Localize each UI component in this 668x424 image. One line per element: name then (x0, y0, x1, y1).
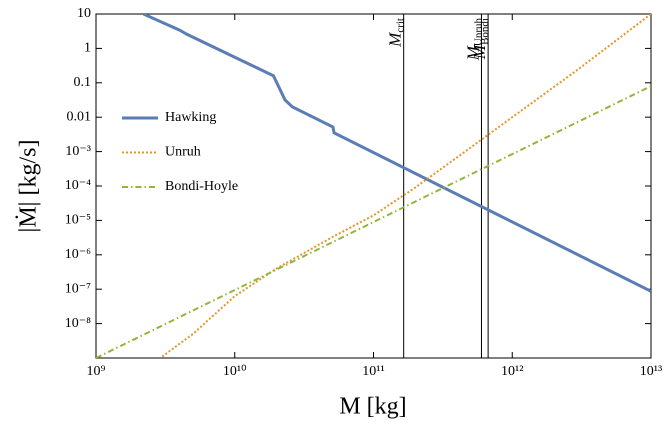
y-tick-label: 10⁻⁷ (65, 281, 91, 296)
legend-label: Hawking (165, 110, 216, 125)
vline-label: Mcrit (386, 18, 407, 48)
x-tick-label: 10¹³ (640, 364, 662, 379)
y-tick-label: 0.1 (74, 75, 92, 90)
vline-label-main: M (386, 32, 405, 48)
vline-label-main: M (470, 44, 489, 60)
x-tick-label: 10¹² (501, 364, 523, 379)
legend-label: Unruh (165, 145, 201, 160)
x-tick-label: 10¹¹ (362, 364, 384, 379)
vline-label-sub: Bondi (479, 18, 491, 45)
x-tick-label: 10¹⁰ (223, 364, 247, 379)
series-line (96, 85, 651, 358)
y-tick-label: 0.01 (67, 109, 92, 124)
series-line (161, 14, 651, 358)
vline-label: MUnruh (463, 18, 484, 62)
y-tick-label: 1 (84, 41, 91, 56)
vline-label-sub: crit (394, 18, 406, 33)
vline-label-main: M (463, 45, 482, 61)
vline-label-sub: Unruh (472, 18, 484, 47)
y-axis-label: |Ṁ| [kg/s] (16, 140, 42, 233)
y-tick-label: 10⁻⁴ (65, 178, 91, 193)
vline-label: MBondi (470, 18, 491, 60)
x-tick-label: 10⁹ (87, 364, 106, 379)
y-tick-label: 10⁻⁵ (65, 213, 91, 228)
y-tick-label: 10⁻⁸ (65, 316, 91, 331)
legend-label: Bondi-Hoyle (165, 179, 238, 194)
x-axis-label: M [kg] (339, 394, 406, 420)
plot-area (96, 14, 651, 358)
y-tick-label: 10⁻⁶ (65, 247, 91, 262)
y-tick-label: 10⁻³ (65, 144, 91, 159)
series-line (142, 14, 651, 293)
y-tick-label: 10 (77, 6, 91, 21)
